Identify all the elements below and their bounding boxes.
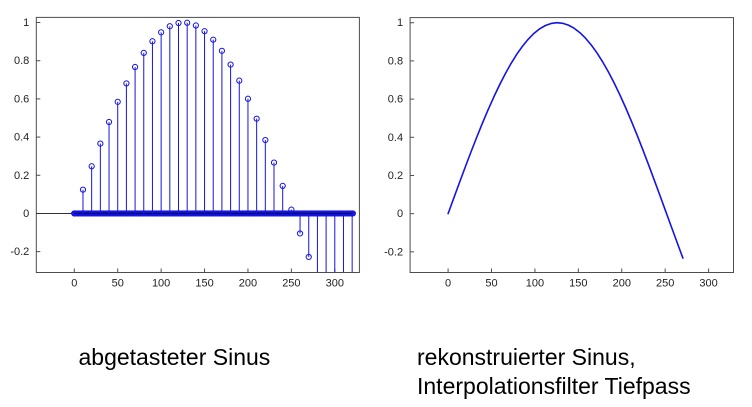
svg-text:0.6: 0.6	[388, 94, 403, 106]
svg-text:-0.2: -0.2	[10, 246, 29, 258]
svg-text:0.4: 0.4	[14, 132, 29, 144]
svg-text:0.6: 0.6	[14, 93, 29, 105]
svg-text:300: 300	[326, 278, 344, 290]
svg-text:200: 200	[239, 278, 257, 290]
svg-text:0.8: 0.8	[388, 55, 403, 67]
svg-text:0.8: 0.8	[14, 55, 29, 67]
svg-text:0: 0	[71, 278, 77, 290]
svg-text:250: 250	[656, 278, 674, 290]
svg-text:0.4: 0.4	[388, 132, 403, 144]
svg-text:0: 0	[23, 208, 29, 220]
svg-text:0: 0	[445, 278, 451, 290]
svg-text:1: 1	[23, 17, 29, 29]
svg-text:200: 200	[613, 278, 631, 290]
svg-text:50: 50	[112, 278, 124, 290]
svg-text:0: 0	[397, 208, 403, 220]
svg-text:50: 50	[485, 278, 497, 290]
svg-text:0.2: 0.2	[14, 170, 29, 182]
svg-text:300: 300	[699, 278, 717, 290]
svg-text:100: 100	[526, 278, 544, 290]
svg-text:150: 150	[569, 278, 587, 290]
svg-text:150: 150	[195, 278, 213, 290]
svg-text:250: 250	[282, 278, 300, 290]
svg-text:-0.2: -0.2	[384, 246, 403, 258]
svg-text:1: 1	[397, 17, 403, 29]
svg-text:0.2: 0.2	[388, 170, 403, 182]
svg-text:100: 100	[152, 278, 170, 290]
